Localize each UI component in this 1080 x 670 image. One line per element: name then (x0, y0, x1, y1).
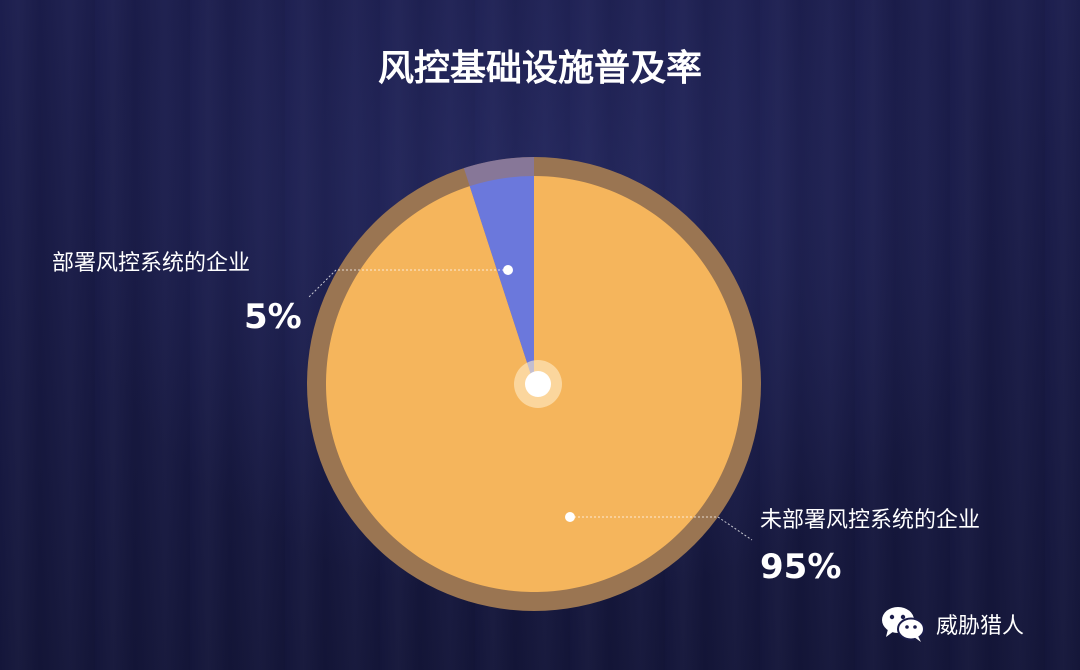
pie-slice-deployed[interactable] (469, 176, 534, 384)
leader-line-deployed (307, 269, 508, 299)
wechat-icon (882, 607, 925, 642)
pie-center-dot (525, 371, 551, 397)
leader-line-not-deployed (570, 516, 753, 541)
slice-label-deployed: 部署风控系统的企业 (52, 251, 250, 276)
slice-value-deployed: 5% (244, 297, 302, 337)
chart-title: 风控基础设施普及率 (378, 48, 702, 89)
watermark-text: 威胁猎人 (936, 614, 1025, 639)
slice-value-not-deployed: 95% (760, 547, 841, 587)
watermark: 威胁猎人 (880, 604, 1024, 644)
slice-label-not-deployed: 未部署风控系统的企业 (760, 508, 980, 533)
